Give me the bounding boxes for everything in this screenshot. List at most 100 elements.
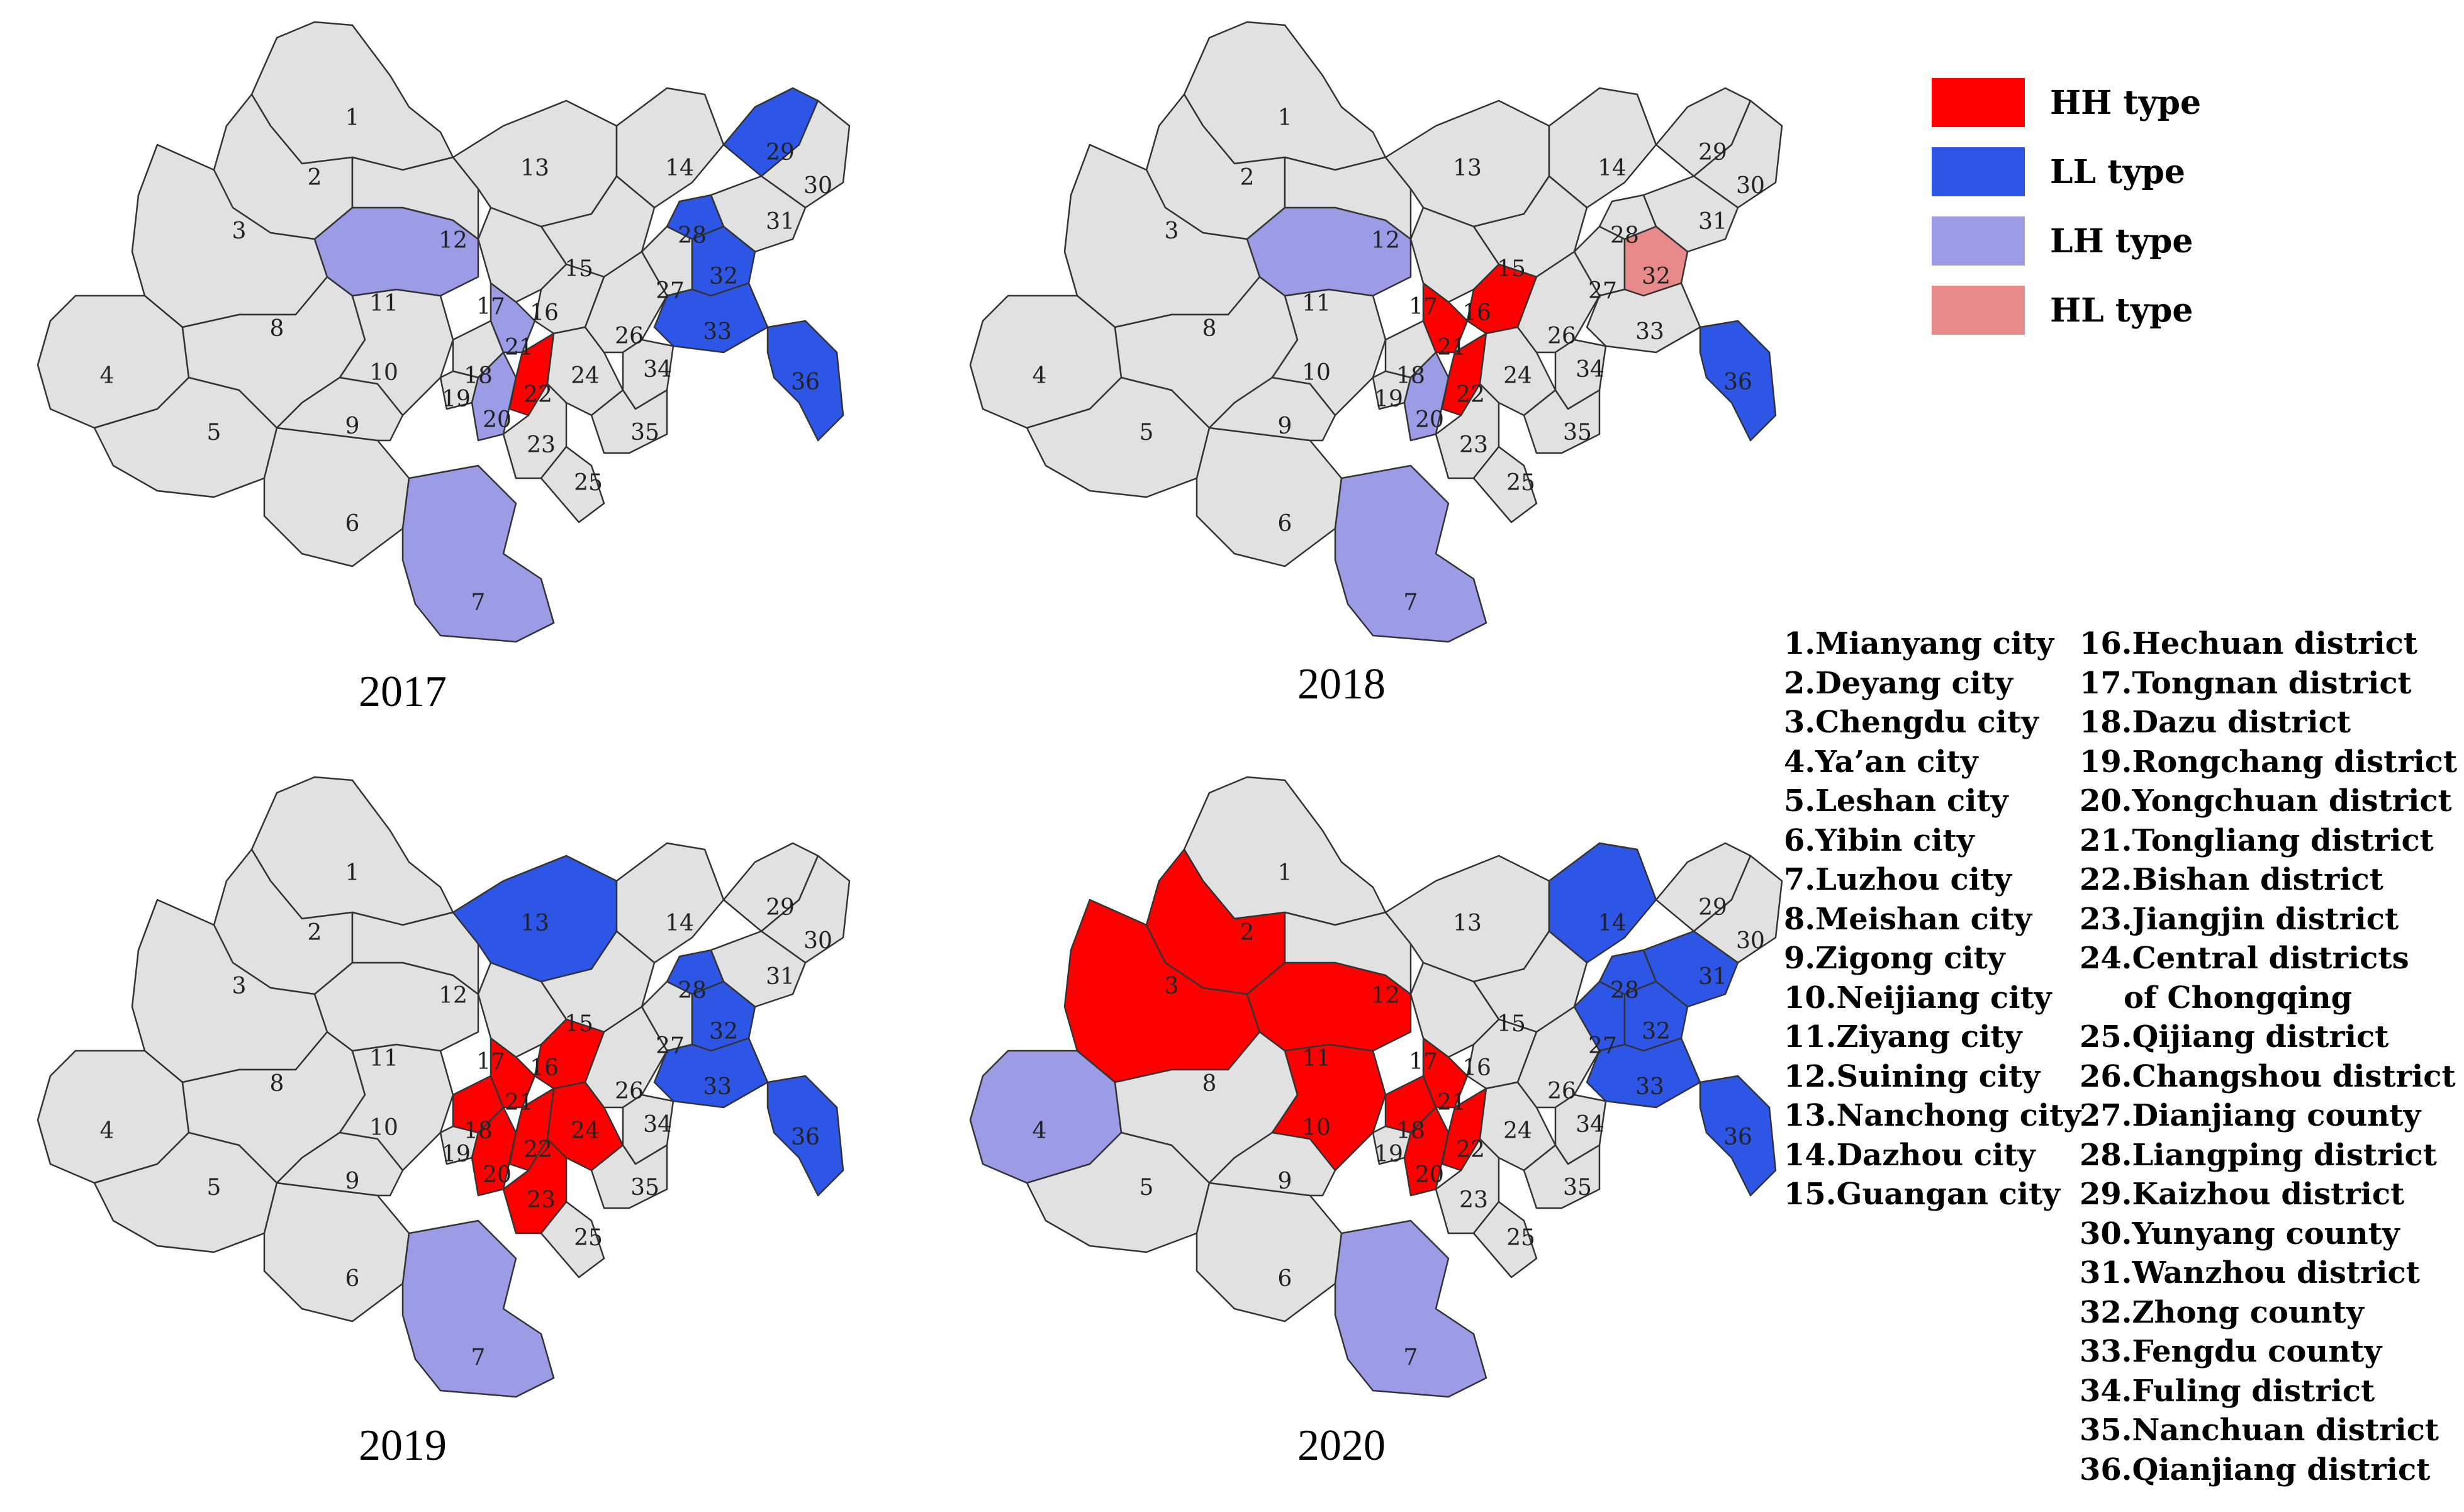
region-number-20: 20 xyxy=(483,1162,512,1188)
region-25 xyxy=(1472,1201,1538,1279)
region-number-5: 5 xyxy=(207,1175,221,1201)
region-number-14: 14 xyxy=(1598,155,1627,181)
region-number-29: 29 xyxy=(1698,895,1727,921)
region-number-35: 35 xyxy=(1563,1175,1592,1201)
region-number-26: 26 xyxy=(1547,1078,1576,1104)
index-col2-entry: 27.Dianjiang county xyxy=(2080,1098,2421,1133)
region-35 xyxy=(1523,1144,1601,1209)
region-number-4: 4 xyxy=(100,1118,115,1144)
region-number-29: 29 xyxy=(766,895,795,921)
region-number-1: 1 xyxy=(1278,860,1292,886)
region-number-17: 17 xyxy=(1409,1049,1438,1075)
region-number-6: 6 xyxy=(1278,1266,1292,1292)
region-number-2: 2 xyxy=(308,165,322,191)
index-col1-entry: 2.Deyang city xyxy=(1784,665,2013,701)
region-23 xyxy=(1435,383,1500,479)
region-number-30: 30 xyxy=(1736,173,1765,199)
region-26 xyxy=(1516,1005,1601,1109)
region-7 xyxy=(401,1219,555,1398)
region-number-27: 27 xyxy=(656,278,685,304)
index-col1-entry: 1.Mianyang city xyxy=(1784,626,2054,661)
region-number-34: 34 xyxy=(1576,357,1604,383)
region-number-25: 25 xyxy=(1506,1225,1535,1251)
index-col1-entry: 5.Leshan city xyxy=(1784,783,2008,819)
region-number-22: 22 xyxy=(1456,1137,1485,1163)
region-number-10: 10 xyxy=(1302,360,1331,386)
region-number-28: 28 xyxy=(1610,223,1639,249)
year-label-2019: 2019 xyxy=(359,1421,447,1470)
region-7 xyxy=(1334,464,1487,643)
region-number-33: 33 xyxy=(703,319,732,345)
region-number-6: 6 xyxy=(345,1266,360,1292)
year-label-2018: 2018 xyxy=(1297,660,1386,708)
index-col2-entry: of Chongqing xyxy=(2124,980,2353,1016)
region-number-31: 31 xyxy=(1698,209,1727,235)
index-col1-entry: 8.Meishan city xyxy=(1784,901,2032,937)
region-number-24: 24 xyxy=(571,1118,600,1144)
region-number-22: 22 xyxy=(1456,382,1485,408)
region-number-14: 14 xyxy=(1598,910,1627,936)
region-number-9: 9 xyxy=(345,413,360,439)
region-number-21: 21 xyxy=(505,335,534,361)
region-number-31: 31 xyxy=(766,209,795,235)
region-number-35: 35 xyxy=(630,420,659,445)
region-number-5: 5 xyxy=(1140,420,1154,445)
region-number-26: 26 xyxy=(615,323,644,349)
region-number-18: 18 xyxy=(1396,1118,1425,1144)
legend-swatch-hh xyxy=(1932,78,2025,127)
index-column-2: 16.Hechuan district 17.Tongnan district 18… xyxy=(2080,624,2457,1489)
region-23 xyxy=(502,383,568,479)
region-26 xyxy=(584,250,668,354)
legend-swatch-lh xyxy=(1932,216,2025,266)
region-number-11: 11 xyxy=(369,291,398,316)
region-number-26: 26 xyxy=(1547,323,1576,349)
region-number-2: 2 xyxy=(1240,920,1255,946)
index-col2-entry: 36.Qianjiang district xyxy=(2080,1452,2431,1487)
region-number-7: 7 xyxy=(471,590,486,615)
region-number-19: 19 xyxy=(1374,386,1403,412)
region-number-27: 27 xyxy=(1588,278,1617,304)
region-25 xyxy=(1472,445,1538,524)
index-col1-entry: 9.Zigong city xyxy=(1784,941,2005,976)
legend-label-ll: LL type xyxy=(2050,152,2185,191)
region-6 xyxy=(263,1182,410,1323)
legend: HH type LL type LH type HL type xyxy=(1932,68,2201,345)
index-col2-entry: 16.Hechuan district xyxy=(2080,626,2418,661)
region-number-5: 5 xyxy=(1140,1175,1154,1201)
region-number-15: 15 xyxy=(564,1011,593,1037)
region-number-25: 25 xyxy=(574,470,603,496)
index-col1-entry: 6.Yibin city xyxy=(1784,822,1974,858)
index-col2-entry: 29.Kaizhou district xyxy=(2080,1177,2405,1212)
region-number-4: 4 xyxy=(100,363,115,389)
region-number-31: 31 xyxy=(766,964,795,990)
region-26 xyxy=(1516,250,1601,354)
region-36 xyxy=(1699,320,1777,442)
legend-label-lh: LH type xyxy=(2050,221,2193,260)
region-number-21: 21 xyxy=(1437,1090,1466,1116)
index-col1-entry: 3.Chengdu city xyxy=(1784,705,2039,740)
region-number-17: 17 xyxy=(476,294,505,320)
legend-label-hl: HL type xyxy=(2050,291,2193,330)
region-number-6: 6 xyxy=(345,511,360,537)
region-6 xyxy=(1196,427,1343,568)
index-col2-entry: 34.Fuling district xyxy=(2080,1373,2375,1409)
region-number-1: 1 xyxy=(345,105,360,131)
region-number-14: 14 xyxy=(665,910,694,936)
region-number-30: 30 xyxy=(804,173,832,199)
region-number-9: 9 xyxy=(345,1168,360,1194)
region-number-12: 12 xyxy=(1371,228,1400,254)
region-25 xyxy=(540,445,605,524)
region-number-20: 20 xyxy=(1415,407,1444,433)
region-number-23: 23 xyxy=(1459,1187,1488,1213)
year-label-2020: 2020 xyxy=(1297,1421,1386,1470)
index-col2-entry: 18.Dazu district xyxy=(2080,705,2351,740)
region-number-28: 28 xyxy=(678,223,707,249)
region-number-3: 3 xyxy=(232,973,247,999)
legend-item-ll: LL type xyxy=(1932,137,2201,206)
region-number-14: 14 xyxy=(665,155,694,181)
region-17 xyxy=(477,961,568,1058)
region-number-10: 10 xyxy=(369,1115,398,1141)
region-number-23: 23 xyxy=(1459,432,1488,458)
